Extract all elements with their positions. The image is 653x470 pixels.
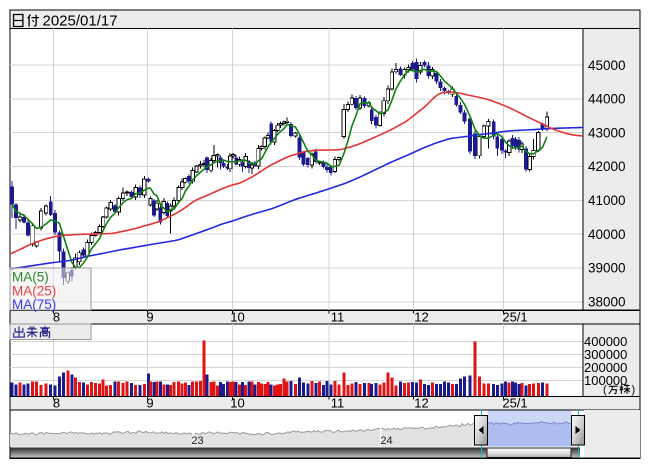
- svg-text:43000: 43000: [588, 125, 626, 140]
- svg-text:300000: 300000: [584, 347, 627, 362]
- svg-text:100000: 100000: [584, 373, 627, 388]
- svg-text:400000: 400000: [584, 334, 627, 349]
- svg-text:42000: 42000: [588, 159, 626, 174]
- svg-text:10: 10: [230, 310, 244, 325]
- svg-text:8: 8: [53, 310, 60, 325]
- svg-text:38000: 38000: [588, 295, 626, 310]
- svg-text:9: 9: [146, 310, 153, 325]
- svg-text:): ): [632, 384, 636, 396]
- svg-text:12: 12: [414, 310, 428, 325]
- svg-text:9: 9: [146, 396, 153, 411]
- svg-text:11: 11: [331, 396, 345, 411]
- svg-text:24: 24: [380, 435, 392, 447]
- svg-text:25/1: 25/1: [502, 310, 527, 325]
- svg-text:11: 11: [331, 310, 345, 325]
- svg-text:MA(25): MA(25): [12, 284, 56, 299]
- svg-text:10: 10: [230, 396, 244, 411]
- svg-text:12: 12: [414, 396, 428, 411]
- svg-text:23: 23: [191, 435, 203, 447]
- svg-text:200000: 200000: [584, 360, 627, 375]
- svg-text:8: 8: [53, 396, 60, 411]
- svg-text:MA(5): MA(5): [12, 270, 49, 285]
- svg-text:41000: 41000: [588, 193, 626, 208]
- svg-text:2025/01/17: 2025/01/17: [43, 13, 118, 30]
- svg-text:MA(75): MA(75): [12, 297, 56, 312]
- svg-text:44000: 44000: [588, 92, 626, 107]
- svg-text:25/1: 25/1: [502, 396, 527, 411]
- svg-text:39000: 39000: [588, 261, 626, 276]
- svg-text:40000: 40000: [588, 227, 626, 242]
- svg-text:(: (: [603, 384, 607, 396]
- svg-text:45000: 45000: [588, 58, 626, 73]
